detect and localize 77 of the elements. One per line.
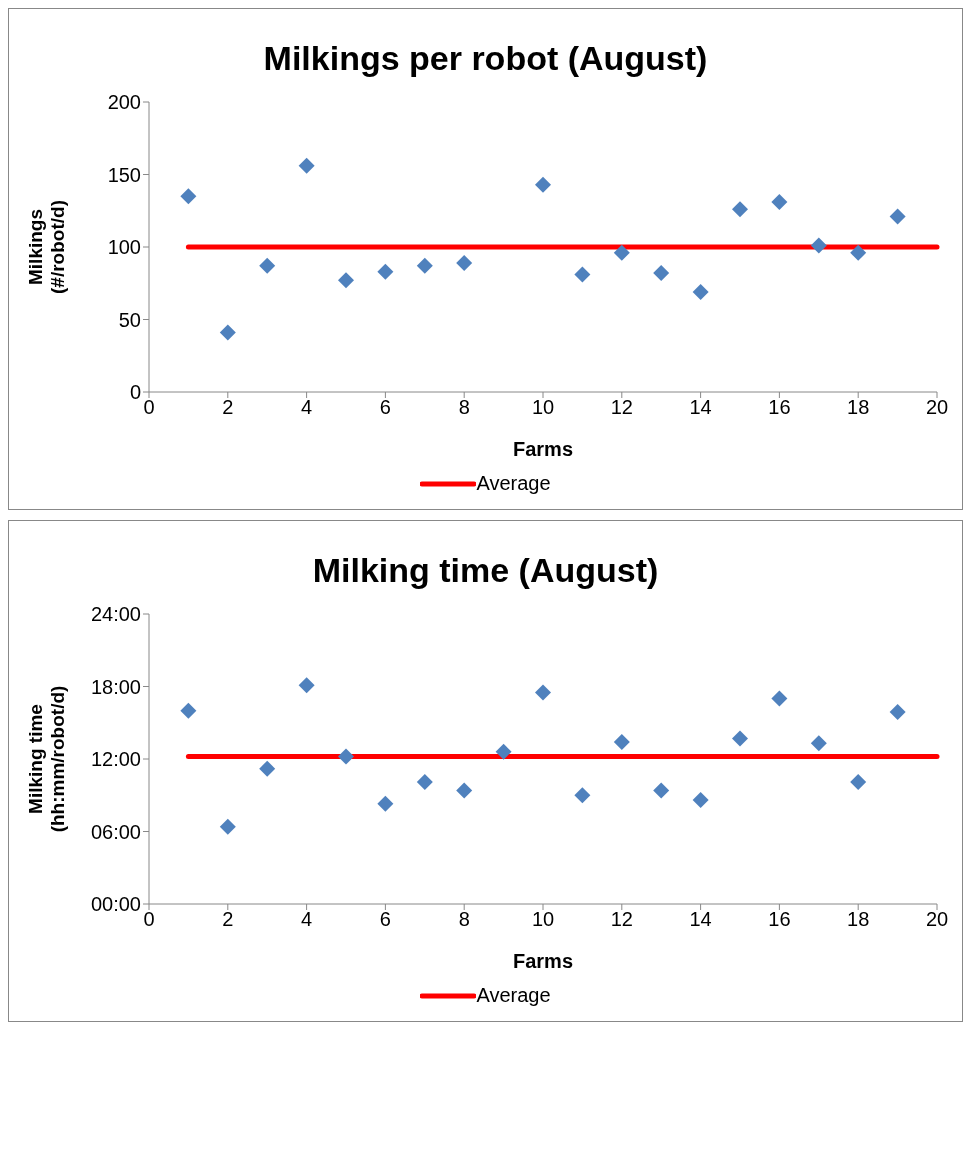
chart-title: Milkings per robot (August)	[262, 39, 709, 78]
x-tick-label: 12	[610, 396, 633, 419]
x-tick-label: 2	[222, 908, 234, 931]
point	[732, 201, 748, 218]
point	[653, 265, 670, 282]
point	[259, 257, 276, 274]
y-tick-label: 200	[107, 91, 141, 114]
point	[810, 237, 827, 254]
x-tick-label: 4	[301, 396, 313, 419]
point	[298, 157, 315, 174]
point	[850, 244, 867, 261]
point	[535, 176, 551, 193]
point	[692, 283, 709, 300]
x-tick-label: 8	[458, 396, 470, 419]
x-tick-label: 14	[689, 396, 712, 419]
y-tick-label: 50	[118, 308, 141, 331]
y-tick-label: 100	[107, 236, 141, 259]
point	[377, 263, 394, 280]
point	[259, 760, 276, 777]
x-tick-label: 18	[847, 908, 870, 931]
point	[613, 244, 630, 261]
point	[219, 818, 236, 835]
point	[338, 748, 354, 765]
x-tick-label: 6	[379, 396, 391, 419]
x-tick-label: 14	[689, 908, 712, 931]
y-axis-title: Milkings (#/robot/d)	[25, 200, 68, 294]
point	[456, 254, 473, 271]
point	[732, 730, 748, 747]
point	[889, 208, 906, 225]
y-axis-title: Milking time (hh:mm/robot/d)	[25, 685, 68, 833]
x-tick-label: 10	[531, 908, 555, 931]
y-tick-label: 24:00	[90, 603, 141, 626]
y-tick-label: 06:00	[90, 820, 141, 843]
point	[613, 734, 630, 751]
y-tick-label: 00:00	[90, 893, 141, 916]
point	[574, 266, 591, 283]
point	[377, 795, 394, 812]
point	[416, 257, 433, 274]
point	[298, 677, 315, 694]
point	[810, 735, 827, 752]
x-tick-label: 0	[143, 908, 155, 931]
y-tick-label: 18:00	[90, 675, 141, 698]
y-tick-label: 150	[107, 163, 141, 186]
point	[495, 743, 512, 760]
point	[180, 188, 197, 205]
point	[535, 684, 551, 701]
legend-label: Average	[476, 472, 551, 495]
chart-title: Milking time (August)	[311, 551, 660, 590]
point	[456, 782, 473, 799]
point	[889, 703, 906, 720]
legend-label: Average	[476, 984, 551, 1007]
x-axis-title: Farms	[512, 438, 574, 460]
x-tick-label: 18	[847, 396, 870, 419]
point	[574, 787, 591, 804]
point	[692, 792, 709, 809]
x-tick-label: 4	[301, 908, 313, 931]
x-tick-label: 16	[768, 396, 791, 419]
x-axis-title: Farms	[512, 950, 574, 972]
y-tick-label: 0	[129, 381, 141, 404]
x-tick-label: 12	[610, 908, 633, 931]
x-tick-label: 20	[925, 396, 949, 419]
x-tick-label: 20	[925, 908, 949, 931]
point	[416, 773, 433, 790]
x-tick-label: 16	[768, 908, 791, 931]
point	[219, 324, 236, 341]
x-tick-label: 0	[143, 396, 155, 419]
point	[653, 782, 670, 799]
point	[338, 272, 354, 289]
point	[771, 690, 788, 707]
x-tick-label: 2	[222, 396, 234, 419]
x-tick-label: 6	[379, 908, 391, 931]
point	[850, 773, 867, 790]
x-tick-label: 10	[531, 396, 555, 419]
point	[180, 702, 197, 719]
point	[771, 194, 788, 211]
x-tick-label: 8	[458, 908, 470, 931]
y-tick-label: 12:00	[90, 748, 141, 771]
